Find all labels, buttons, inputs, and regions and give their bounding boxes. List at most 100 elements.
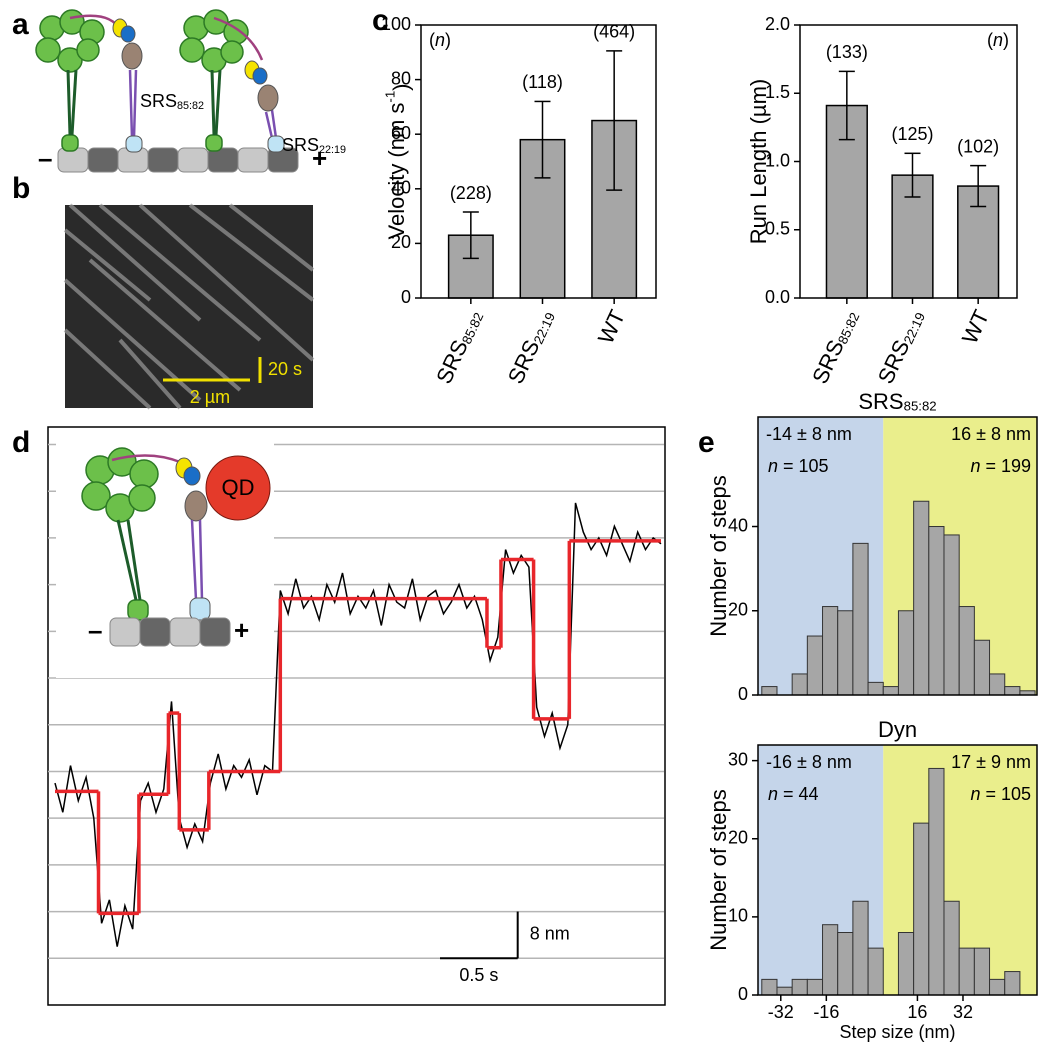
histogram-bar [958,606,975,696]
histogram-bar [943,534,960,696]
histogram-bar [913,500,930,696]
y-tick-label: 80 [391,68,411,88]
y-tick-label: 40 [391,178,411,198]
histogram-bar [867,947,884,996]
diagram-a: SRS85:82 SRS22:19 – + [35,9,346,173]
histogram-bar [943,900,960,996]
bar [825,104,868,299]
plus-end: + [312,143,327,173]
n-label: (228) [450,183,492,203]
histogram-bar [852,542,869,696]
histogram-bar [1004,686,1021,696]
x-tick-label: SRS85:82 [807,306,863,388]
kymograph: 2 µm 20 s [63,203,315,410]
y-tick-label: 0 [401,287,411,307]
n-label: (102) [957,136,999,156]
histogram-bar [791,673,808,696]
x-tick-label: SRS22:19 [503,306,559,388]
histogram-bar [897,610,915,696]
plot-frame [420,24,657,299]
panel-label: a [12,8,29,41]
trace-plot: 0.5 s 8 nm [48,443,664,985]
region-stats: -16 ± 8 nm [766,752,852,772]
y-axis-label: Velocity (nm s-1) [383,84,413,240]
x-tick-label: 16 [907,1002,927,1022]
panel-label: c [372,4,389,37]
histogram-bar [989,673,1006,696]
diagram-label: SRS85:82 [140,91,204,112]
diagram-label: SRS22:19 [282,135,346,156]
plus-end: + [234,615,249,645]
histogram-bar [882,686,899,696]
histogram-bar [928,767,945,996]
x-tick-label: WT [593,306,630,348]
y-axis-label: Run Length (µm) [746,79,771,245]
y-tick-label: 40 [728,515,748,535]
histogram-bar [958,947,975,996]
trace-line [54,502,662,947]
n-label: (464) [593,22,635,42]
histogram-bar [761,978,778,996]
histogram-bar [973,947,991,996]
y-axis-label: Number of steps [706,475,731,636]
x-axis-label: Step size (nm) [839,1022,955,1042]
minus-end: – [88,615,102,645]
region-stats: 17 ± 9 nm [951,752,1031,772]
histogram-bar [791,978,808,996]
y-tick-label: 20 [728,828,748,848]
minus-end: – [38,143,52,173]
x-tick-label: 32 [953,1002,973,1022]
y-tick-label: 0 [738,984,748,1004]
scale-label: 0.5 s [459,965,498,985]
panel-label: d [12,426,30,459]
scale-label: 2 µm [190,387,230,407]
chart-title: Dyn [878,717,917,742]
histogram-bar [822,924,839,996]
annotation: (n) [429,30,451,50]
y-tick-label: 100 [381,14,411,34]
plot-frame [757,744,1038,996]
histogram-bar [928,526,945,696]
scale-label: 8 nm [530,924,570,944]
panel-label: b [12,172,30,205]
histogram-bar [1004,971,1021,996]
bead-label: QD [222,475,255,500]
plot-frame [799,24,1018,299]
n-label: (133) [826,42,868,62]
y-tick-label: 0.0 [765,287,790,307]
histogram-bar [989,978,1006,996]
histogram-bar [973,639,991,696]
y-tick-label: 0 [738,684,748,704]
y-tick-label: 1.0 [765,150,790,170]
histogram-bar [806,978,824,996]
y-axis-label: Number of steps [706,789,731,950]
y-tick-label: 10 [728,906,748,926]
y-tick-label: 1.5 [765,82,790,102]
y-tick-label: 2.0 [765,14,790,34]
histogram-bar [837,610,854,696]
region-n: n = 105 [970,784,1031,804]
inset-diagram: QD – + [56,430,274,678]
scale-label: 20 s [268,359,302,379]
x-tick-label: -16 [813,1002,839,1022]
histogram-bar [761,686,778,696]
region-stats: -14 ± 8 nm [766,424,852,444]
y-tick-label: 20 [728,600,748,620]
panel-label: e [698,426,715,459]
x-tick-label: WT [957,306,994,348]
histogram-bar [867,681,884,696]
n-label: (125) [891,124,933,144]
y-tick-label: 0.5 [765,219,790,239]
annotation: (n) [987,30,1009,50]
region-n: n = 199 [970,456,1031,476]
panel-frame [47,426,666,1006]
x-tick-label: SRS22:19 [873,306,929,388]
chart-title: SRS85:82 [858,389,936,414]
plot-frame [757,416,1038,696]
region-stats: 16 ± 8 nm [951,424,1031,444]
x-tick-label: -32 [768,1002,794,1022]
histogram-bar [837,932,854,996]
y-tick-label: 60 [391,123,411,143]
histogram-bar [913,822,930,996]
